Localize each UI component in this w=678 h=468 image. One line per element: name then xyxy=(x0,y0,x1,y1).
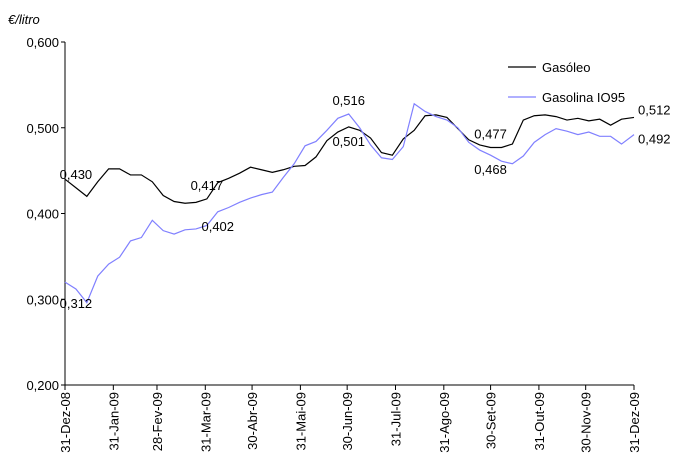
y-tick-label: 0,600 xyxy=(26,35,59,50)
data-label: 0,312 xyxy=(60,296,93,311)
x-tick-label: 30-Jun-09 xyxy=(340,392,355,451)
x-tick-label: 31-Dez-08 xyxy=(58,392,73,453)
data-label: 0,516 xyxy=(332,93,365,108)
x-tick-label: 31-Jan-09 xyxy=(106,392,121,451)
data-label: 0,477 xyxy=(474,126,507,141)
x-tick-label: 31-Mai-09 xyxy=(293,392,308,451)
y-tick-label: 0,400 xyxy=(26,207,59,222)
y-tick-label: 0,300 xyxy=(26,292,59,307)
y-tick-label: 0,200 xyxy=(26,378,59,393)
series-line xyxy=(64,102,635,304)
data-label: 0,492 xyxy=(638,132,671,147)
legend-label: Gasóleo xyxy=(542,60,590,75)
data-label: 0,430 xyxy=(60,167,93,182)
x-tick-label: 31-Jul-09 xyxy=(388,392,403,446)
x-tick-label: 30-Abr-09 xyxy=(245,392,260,450)
data-label: 0,417 xyxy=(191,178,224,193)
data-label: 0,402 xyxy=(201,219,234,234)
x-tick-label: 31-Dez-09 xyxy=(627,392,642,453)
x-tick-label: 30-Set-09 xyxy=(484,392,499,449)
legend-label: Gasolina IO95 xyxy=(542,90,625,105)
x-tick-label: 31-Mar-09 xyxy=(198,392,213,452)
series-line xyxy=(64,114,635,204)
data-label: 0,468 xyxy=(474,162,507,177)
y-tick-label: 0,500 xyxy=(26,121,59,136)
data-label: 0,512 xyxy=(638,102,671,117)
x-tick-label: 28-Fev-09 xyxy=(150,392,165,451)
y-axis-label: €/litro xyxy=(8,12,40,27)
x-tick-label: 30-Nov-09 xyxy=(579,392,594,453)
x-tick-label: 31-Out-09 xyxy=(532,392,547,451)
data-label: 0,501 xyxy=(332,134,365,149)
x-tick-label: 31-Ago-09 xyxy=(437,392,452,453)
